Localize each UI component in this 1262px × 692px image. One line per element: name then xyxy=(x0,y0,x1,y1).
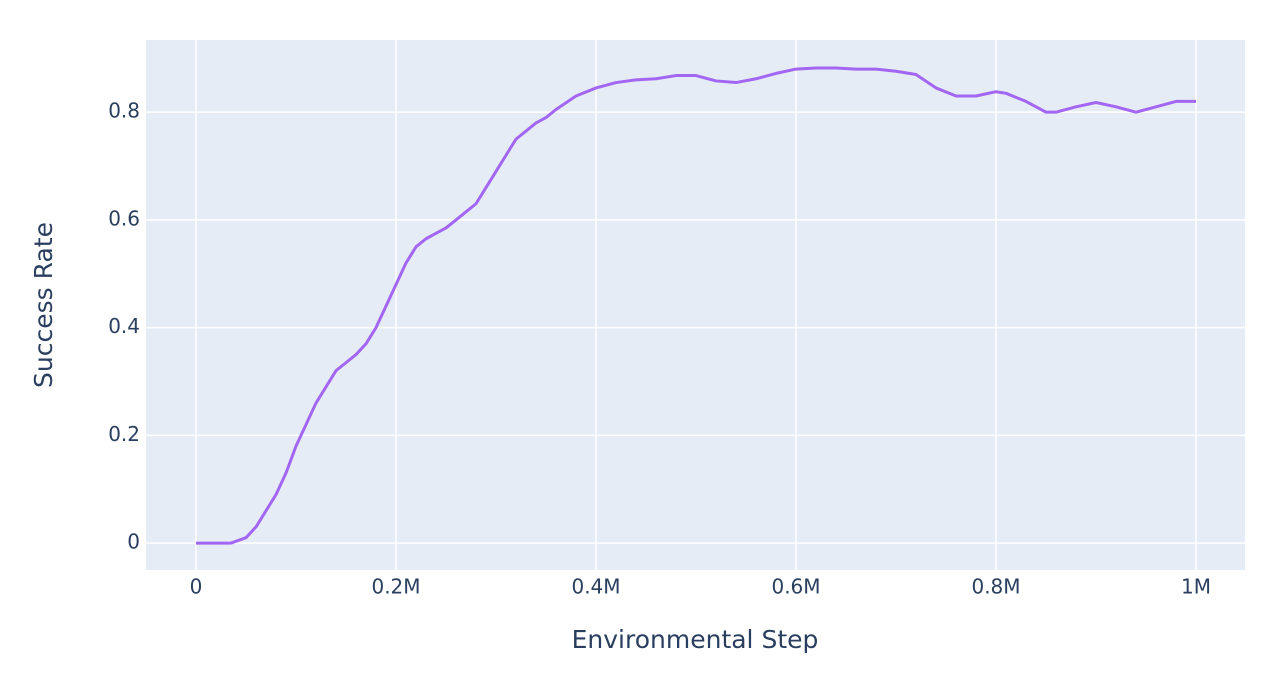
y-axis-title: Success Rate xyxy=(29,222,58,388)
x-axis-title: Environmental Step xyxy=(572,625,819,654)
plot-area xyxy=(146,40,1245,570)
x-tick-label: 0.8M xyxy=(971,575,1020,599)
x-tick-label: 0.6M xyxy=(771,575,820,599)
x-tick-label: 0.2M xyxy=(371,575,420,599)
line-series xyxy=(196,66,1196,545)
y-tick-label: 0.2 xyxy=(108,422,140,446)
x-tick-label: 1M xyxy=(1181,575,1211,599)
x-tick-label: 0.4M xyxy=(571,575,620,599)
y-tick-label: 0 xyxy=(127,530,140,554)
y-tick-label: 0.8 xyxy=(108,99,140,123)
y-tick-label: 0.4 xyxy=(108,314,140,338)
y-tick-label: 0.6 xyxy=(108,206,140,230)
x-tick-label: 0 xyxy=(190,575,203,599)
